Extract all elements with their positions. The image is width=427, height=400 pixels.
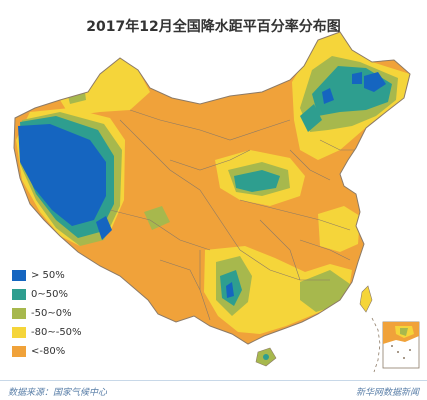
zone-blue-tibet-spot bbox=[96, 216, 112, 240]
maritime-boundary bbox=[371, 317, 381, 373]
china-outline bbox=[13, 31, 411, 345]
legend-label: > 50% bbox=[31, 270, 65, 281]
legend-item: <-80% bbox=[12, 342, 82, 361]
zone-green-spot-center bbox=[144, 206, 170, 230]
footer: 数据来源：国家气候中心 新华网数据新闻 bbox=[0, 380, 427, 400]
legend-item: -80~-50% bbox=[12, 323, 82, 342]
zone-teal-central bbox=[234, 170, 280, 192]
legend-item: > 50% bbox=[12, 266, 82, 285]
zone-blue-tibet bbox=[18, 124, 106, 226]
zone-yellow-north bbox=[60, 58, 150, 116]
zone-teal-north bbox=[300, 104, 322, 132]
map-title: 2017年12月全国降水距平百分率分布图 bbox=[86, 19, 341, 35]
province-boundaries bbox=[109, 109, 356, 321]
legend-item: 0~50% bbox=[12, 285, 82, 304]
legend-item: -50~0% bbox=[12, 304, 82, 323]
hainan-teal-spot bbox=[263, 354, 269, 360]
legend-swatch bbox=[12, 289, 26, 300]
zone-yellow-east bbox=[318, 206, 360, 252]
legend-label: -80~-50% bbox=[31, 327, 82, 338]
data-source: 数据来源：国家气候中心 bbox=[8, 388, 108, 398]
zone-blue-northeast bbox=[364, 72, 386, 92]
legend-swatch bbox=[12, 308, 26, 319]
legend: > 50% 0~50% -50~0% -80~-50% <-80% bbox=[12, 266, 82, 361]
zone-blue-northeast-spot bbox=[352, 72, 362, 84]
legend-swatch bbox=[12, 270, 26, 281]
credit: 新华网数据新闻 bbox=[355, 388, 419, 398]
legend-label: 0~50% bbox=[31, 289, 68, 300]
legend-label: -50~0% bbox=[31, 308, 72, 319]
legend-label: <-80% bbox=[31, 346, 66, 357]
legend-swatch bbox=[12, 327, 26, 338]
legend-swatch bbox=[12, 346, 26, 357]
zone-blue-north bbox=[322, 88, 334, 104]
south-china-sea-inset bbox=[382, 321, 420, 369]
taiwan-island bbox=[359, 285, 373, 313]
zone-blue-south bbox=[226, 282, 234, 298]
